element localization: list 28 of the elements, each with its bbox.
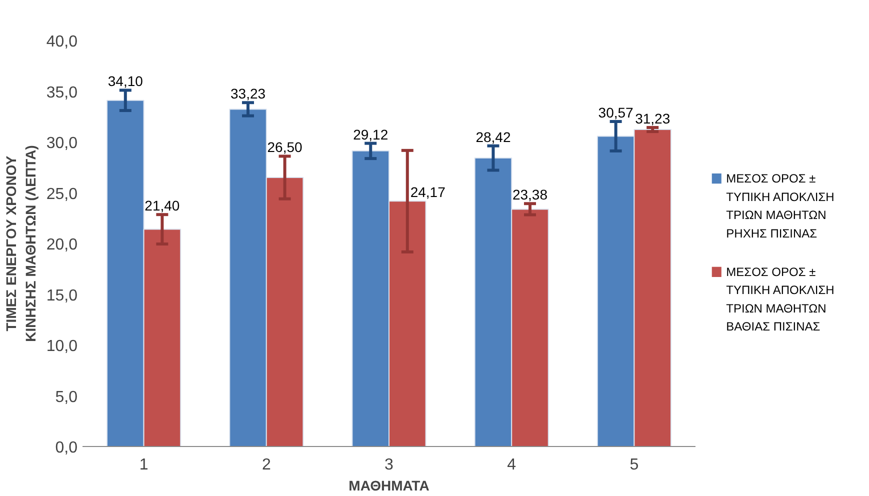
data-label: 23,38 bbox=[512, 186, 548, 203]
x-tick-label: 5 bbox=[630, 456, 639, 474]
data-label: 29,12 bbox=[353, 126, 388, 142]
y-tick-label: 15,0 bbox=[46, 287, 78, 304]
data-label: 24,17 bbox=[410, 184, 446, 200]
x-tick-label: 3 bbox=[384, 456, 394, 474]
y-tick-label: 5,0 bbox=[55, 388, 78, 406]
legend-label: ΜΕΣΟΣ ΟΡΟΣ ± ΤΥΠΙΚΗ ΑΠΟΚΛΙΣΗ ΤΡΙΩΝ ΜΑΘΗΤΩΝ ΒΑΘΙΑΣ ΠΙΣΙΝΑΣ bbox=[726, 264, 834, 334]
y-tick-label: 40,0 bbox=[46, 34, 78, 50]
x-axis-title: ΜΑΘΗΜΑΤΑ bbox=[348, 478, 430, 494]
data-label: 31,23 bbox=[635, 110, 670, 126]
data-label: 26,50 bbox=[267, 139, 303, 156]
x-tick-label: 1 bbox=[139, 456, 148, 474]
data-label: 30,57 bbox=[598, 104, 634, 120]
y-tick-label: 20,0 bbox=[46, 236, 78, 254]
legend-label: ΜΕΣΟΣ ΟΡΟΣ ± ΤΥΠΙΚΗ ΑΠΟΚΛΙΣΗ ΤΡΙΩΝ ΜΑΘΗΤΩΝ ΡΗΧΗΣ ΠΙΣΙΝΑΣ bbox=[726, 172, 834, 240]
data-label: 28,42 bbox=[476, 128, 511, 145]
y-tick-label: 10,0 bbox=[46, 338, 78, 355]
y-tick-label: 30,0 bbox=[46, 135, 78, 152]
y-tick-label: 35,0 bbox=[46, 84, 78, 102]
data-label: 34,10 bbox=[108, 73, 144, 90]
data-label: 21,40 bbox=[144, 198, 180, 214]
x-tick-label: 2 bbox=[262, 456, 271, 474]
y-tick-label: 0,0 bbox=[55, 440, 78, 456]
y-axis-title: ΤΙΜΕΣ ΕΝΕΡΓΟΥ ΧΡΟΝΟΥ ΚΙΝΗΣΗΣ ΜΑΘΗΤΩΝ (ΛΕΠΤΑ) bbox=[3, 145, 38, 342]
x-tick-label: 4 bbox=[507, 456, 516, 474]
y-tick-label: 25,0 bbox=[46, 186, 78, 203]
data-label: 33,23 bbox=[230, 86, 266, 102]
